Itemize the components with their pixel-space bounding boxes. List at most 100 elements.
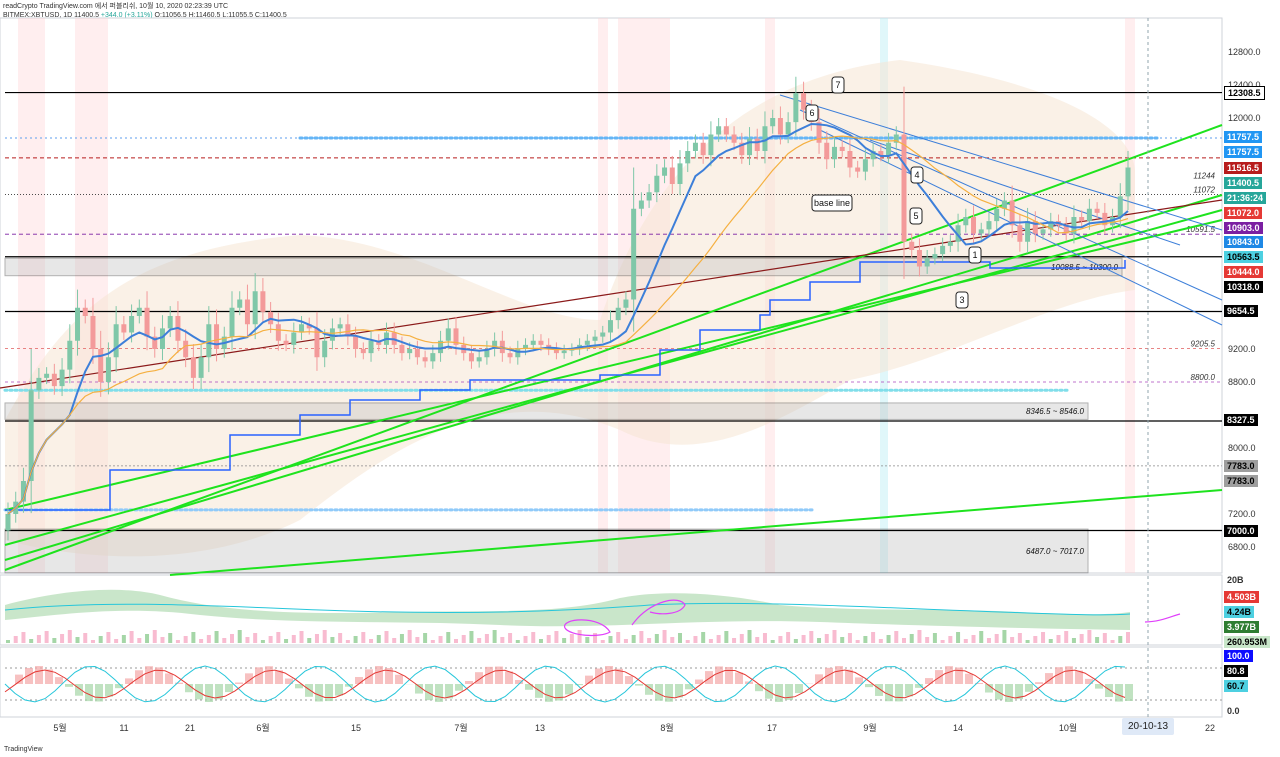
- volume-bar: [755, 637, 760, 643]
- volume-bar: [917, 630, 922, 643]
- volume-bar: [106, 632, 111, 643]
- volume-bar: [345, 640, 350, 643]
- support-box: [4, 528, 1089, 574]
- volume-tag: 4.24B: [1224, 606, 1255, 618]
- x-tick-label: 22: [1205, 723, 1215, 733]
- x-tick-label: 7월: [454, 722, 467, 733]
- volume-bar: [948, 636, 953, 643]
- volume-bar: [1064, 631, 1069, 643]
- price-tag: 7783.0: [1224, 475, 1258, 487]
- candle: [523, 344, 529, 349]
- volume-bar: [562, 638, 567, 643]
- x-tick-label: 17: [767, 723, 777, 733]
- candle: [229, 307, 235, 337]
- osc-bar: [325, 684, 333, 702]
- y-tick-label: 6800.0: [1228, 542, 1256, 552]
- osc-bar: [465, 681, 473, 684]
- osc-bar: [1095, 684, 1103, 689]
- volume-bar: [932, 633, 937, 643]
- osc-bar: [235, 682, 243, 684]
- volume-bar: [685, 640, 690, 643]
- osc-bar: [305, 684, 313, 697]
- osc-bar: [145, 666, 153, 684]
- candle: [260, 291, 266, 312]
- volume-bar: [44, 631, 49, 643]
- candle: [762, 126, 768, 151]
- candle: [345, 324, 351, 337]
- candle: [67, 340, 73, 370]
- volume-bar: [245, 637, 250, 643]
- osc-bar: [1075, 670, 1083, 684]
- annotation-label: 1: [972, 250, 977, 260]
- osc-bar: [865, 684, 873, 688]
- volume-bar: [392, 638, 397, 643]
- volume-bar: [546, 635, 551, 643]
- volume-bar: [956, 632, 961, 643]
- volume-bar: [925, 637, 930, 643]
- candle: [886, 142, 892, 156]
- osc-bar: [815, 674, 823, 684]
- volume-bar: [623, 639, 628, 643]
- x-tick-label: 10월: [1059, 722, 1077, 733]
- y-tick-label: 8800.0: [1228, 377, 1256, 387]
- candle: [909, 241, 915, 250]
- osc-bar: [735, 672, 743, 684]
- osc-bar: [915, 684, 923, 688]
- volume-bar: [724, 631, 729, 643]
- volume-bar: [515, 640, 520, 643]
- candle: [662, 167, 668, 176]
- osc-bar: [855, 677, 863, 684]
- candle: [322, 340, 328, 358]
- candle: [484, 349, 490, 358]
- candle: [376, 340, 382, 345]
- volume-bar: [276, 632, 281, 643]
- y-tick-label: 8000.0: [1228, 443, 1256, 453]
- candle: [1040, 229, 1046, 234]
- volume-bar: [786, 632, 791, 643]
- candle: [422, 357, 428, 362]
- candle: [1025, 221, 1031, 242]
- hand-drawn-arrow: [631, 599, 686, 626]
- volume-bar: [98, 636, 103, 643]
- osc-bar: [425, 684, 433, 701]
- x-tick-label: 8월: [660, 722, 673, 733]
- candle: [971, 217, 977, 234]
- volume-bar: [477, 638, 482, 643]
- candle: [183, 340, 189, 358]
- volume-bar: [886, 635, 891, 643]
- annotation-callout: [811, 194, 853, 212]
- osc-bar: [485, 666, 493, 684]
- oscillator-tag: 80.8: [1224, 665, 1248, 677]
- candle: [538, 340, 544, 345]
- event-band: [1125, 18, 1135, 573]
- candle: [90, 316, 96, 349]
- osc-bar: [1015, 684, 1023, 700]
- volume-bar: [83, 633, 88, 643]
- volume-bar: [469, 631, 474, 643]
- osc-bar: [185, 684, 193, 693]
- volume-bar: [832, 630, 837, 643]
- volume-bar: [415, 637, 420, 643]
- candle: [51, 373, 57, 387]
- osc-bar: [515, 679, 523, 684]
- annotation-label: 3: [959, 295, 964, 305]
- candle: [252, 291, 258, 325]
- osc-bar: [905, 684, 913, 697]
- volume-bar: [160, 637, 165, 643]
- candle: [144, 307, 150, 337]
- osc-bar: [1025, 684, 1033, 692]
- candle: [692, 142, 698, 151]
- osc-bar: [1105, 684, 1113, 698]
- osc-bar: [335, 684, 343, 696]
- tradingview-logo[interactable]: TradingView: [4, 746, 43, 753]
- osc-bar: [95, 684, 103, 702]
- osc-bar: [775, 684, 783, 702]
- price-tag: 11757.5: [1224, 131, 1263, 143]
- osc-bar: [1005, 684, 1013, 702]
- volume-bar: [314, 634, 319, 643]
- candle: [839, 146, 845, 151]
- volume-bar: [454, 639, 458, 643]
- volume-bar: [940, 640, 945, 643]
- candle: [306, 324, 312, 329]
